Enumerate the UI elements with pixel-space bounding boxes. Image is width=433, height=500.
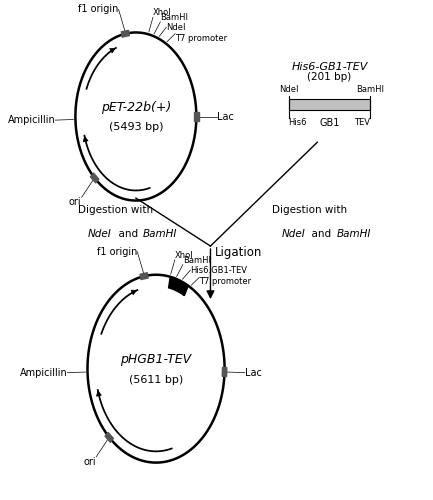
- Text: f1 origin: f1 origin: [78, 4, 119, 15]
- Text: BamHI: BamHI: [337, 229, 371, 239]
- Text: NdeI: NdeI: [88, 229, 112, 239]
- Bar: [289, 98, 370, 110]
- Text: Ampicillin: Ampicillin: [7, 115, 55, 125]
- Polygon shape: [90, 173, 99, 183]
- Text: Ligation: Ligation: [214, 246, 262, 259]
- Text: XhoI: XhoI: [153, 8, 172, 18]
- Text: (5493 bp): (5493 bp): [109, 122, 163, 132]
- Text: ori: ori: [69, 198, 81, 207]
- Text: NdeI: NdeI: [281, 229, 305, 239]
- Text: NdeI: NdeI: [279, 85, 299, 94]
- Polygon shape: [194, 112, 198, 121]
- Text: ori: ori: [84, 457, 96, 467]
- Text: His6.GB1-TEV: His6.GB1-TEV: [190, 266, 247, 275]
- Text: NdeI: NdeI: [166, 23, 186, 32]
- Text: and: and: [305, 229, 335, 239]
- Polygon shape: [105, 432, 113, 442]
- Text: BamHI: BamHI: [143, 229, 178, 239]
- Polygon shape: [121, 30, 129, 37]
- Text: BamHI: BamHI: [160, 13, 188, 22]
- Text: TEV: TEV: [354, 118, 370, 128]
- Polygon shape: [222, 368, 227, 376]
- Text: Lac: Lac: [245, 368, 262, 378]
- Text: f1 origin: f1 origin: [97, 246, 137, 256]
- Text: BamHI: BamHI: [356, 85, 384, 94]
- Polygon shape: [168, 277, 188, 295]
- Text: (5611 bp): (5611 bp): [129, 374, 183, 384]
- Text: His6-GB1-TEV: His6-GB1-TEV: [291, 62, 368, 72]
- Text: and: and: [112, 229, 141, 239]
- Text: Digestion with: Digestion with: [271, 206, 347, 216]
- Text: Digestion with: Digestion with: [78, 206, 153, 216]
- Text: pHGB1-TEV: pHGB1-TEV: [120, 354, 191, 366]
- Text: T7 promoter: T7 promoter: [175, 34, 227, 42]
- Text: His6: His6: [288, 118, 307, 128]
- Text: pET-22b(+): pET-22b(+): [101, 101, 171, 114]
- Text: XhoI: XhoI: [175, 251, 194, 260]
- Polygon shape: [140, 272, 148, 280]
- Text: Ampicillin: Ampicillin: [19, 368, 68, 378]
- Text: GB1: GB1: [319, 118, 339, 128]
- Text: Lac: Lac: [216, 112, 233, 122]
- Text: T7 promoter: T7 promoter: [199, 278, 252, 286]
- Text: BamHI: BamHI: [183, 256, 211, 264]
- Text: (201 bp): (201 bp): [307, 72, 352, 83]
